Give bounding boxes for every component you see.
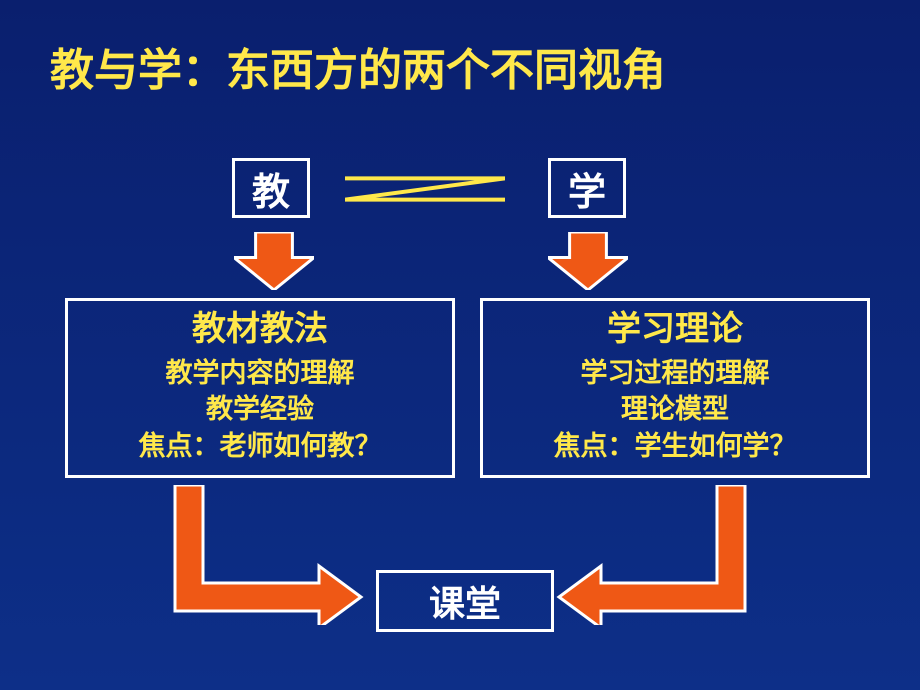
zigzag-connector — [345, 170, 505, 208]
teach-detail-line: 焦点：老师如何教？ — [72, 428, 448, 464]
learn-detail-heading: 学习理论 — [487, 307, 863, 353]
box-learn-label: 学 — [568, 161, 606, 216]
box-classroom-label: 课堂 — [429, 575, 501, 627]
box-teach-detail: 教材教法 教学内容的理解 教学经验 焦点：老师如何教？ — [65, 298, 455, 478]
box-learn: 学 — [548, 158, 626, 218]
arrow-down-left-icon — [234, 232, 314, 290]
box-classroom: 课堂 — [376, 570, 554, 632]
elbow-arrow-left-icon — [165, 485, 365, 625]
learn-detail-line: 理论模型 — [487, 391, 863, 427]
arrow-down-right-icon — [548, 232, 628, 290]
teach-detail-line: 教学经验 — [72, 391, 448, 427]
learn-detail-line: 学习过程的理解 — [487, 355, 863, 391]
box-teach: 教 — [232, 158, 310, 218]
learn-detail-line: 焦点：学生如何学？ — [487, 428, 863, 464]
slide-title: 教与学：东西方的两个不同视角 — [50, 34, 666, 98]
teach-detail-line: 教学内容的理解 — [72, 355, 448, 391]
box-learn-detail: 学习理论 学习过程的理解 理论模型 焦点：学生如何学？ — [480, 298, 870, 478]
teach-detail-heading: 教材教法 — [72, 307, 448, 353]
elbow-arrow-right-icon — [555, 485, 755, 625]
slide-root: 教与学：东西方的两个不同视角 教 学 教材教法 教学内容的理解 教学经验 焦点：… — [0, 0, 920, 690]
box-teach-label: 教 — [252, 161, 290, 216]
